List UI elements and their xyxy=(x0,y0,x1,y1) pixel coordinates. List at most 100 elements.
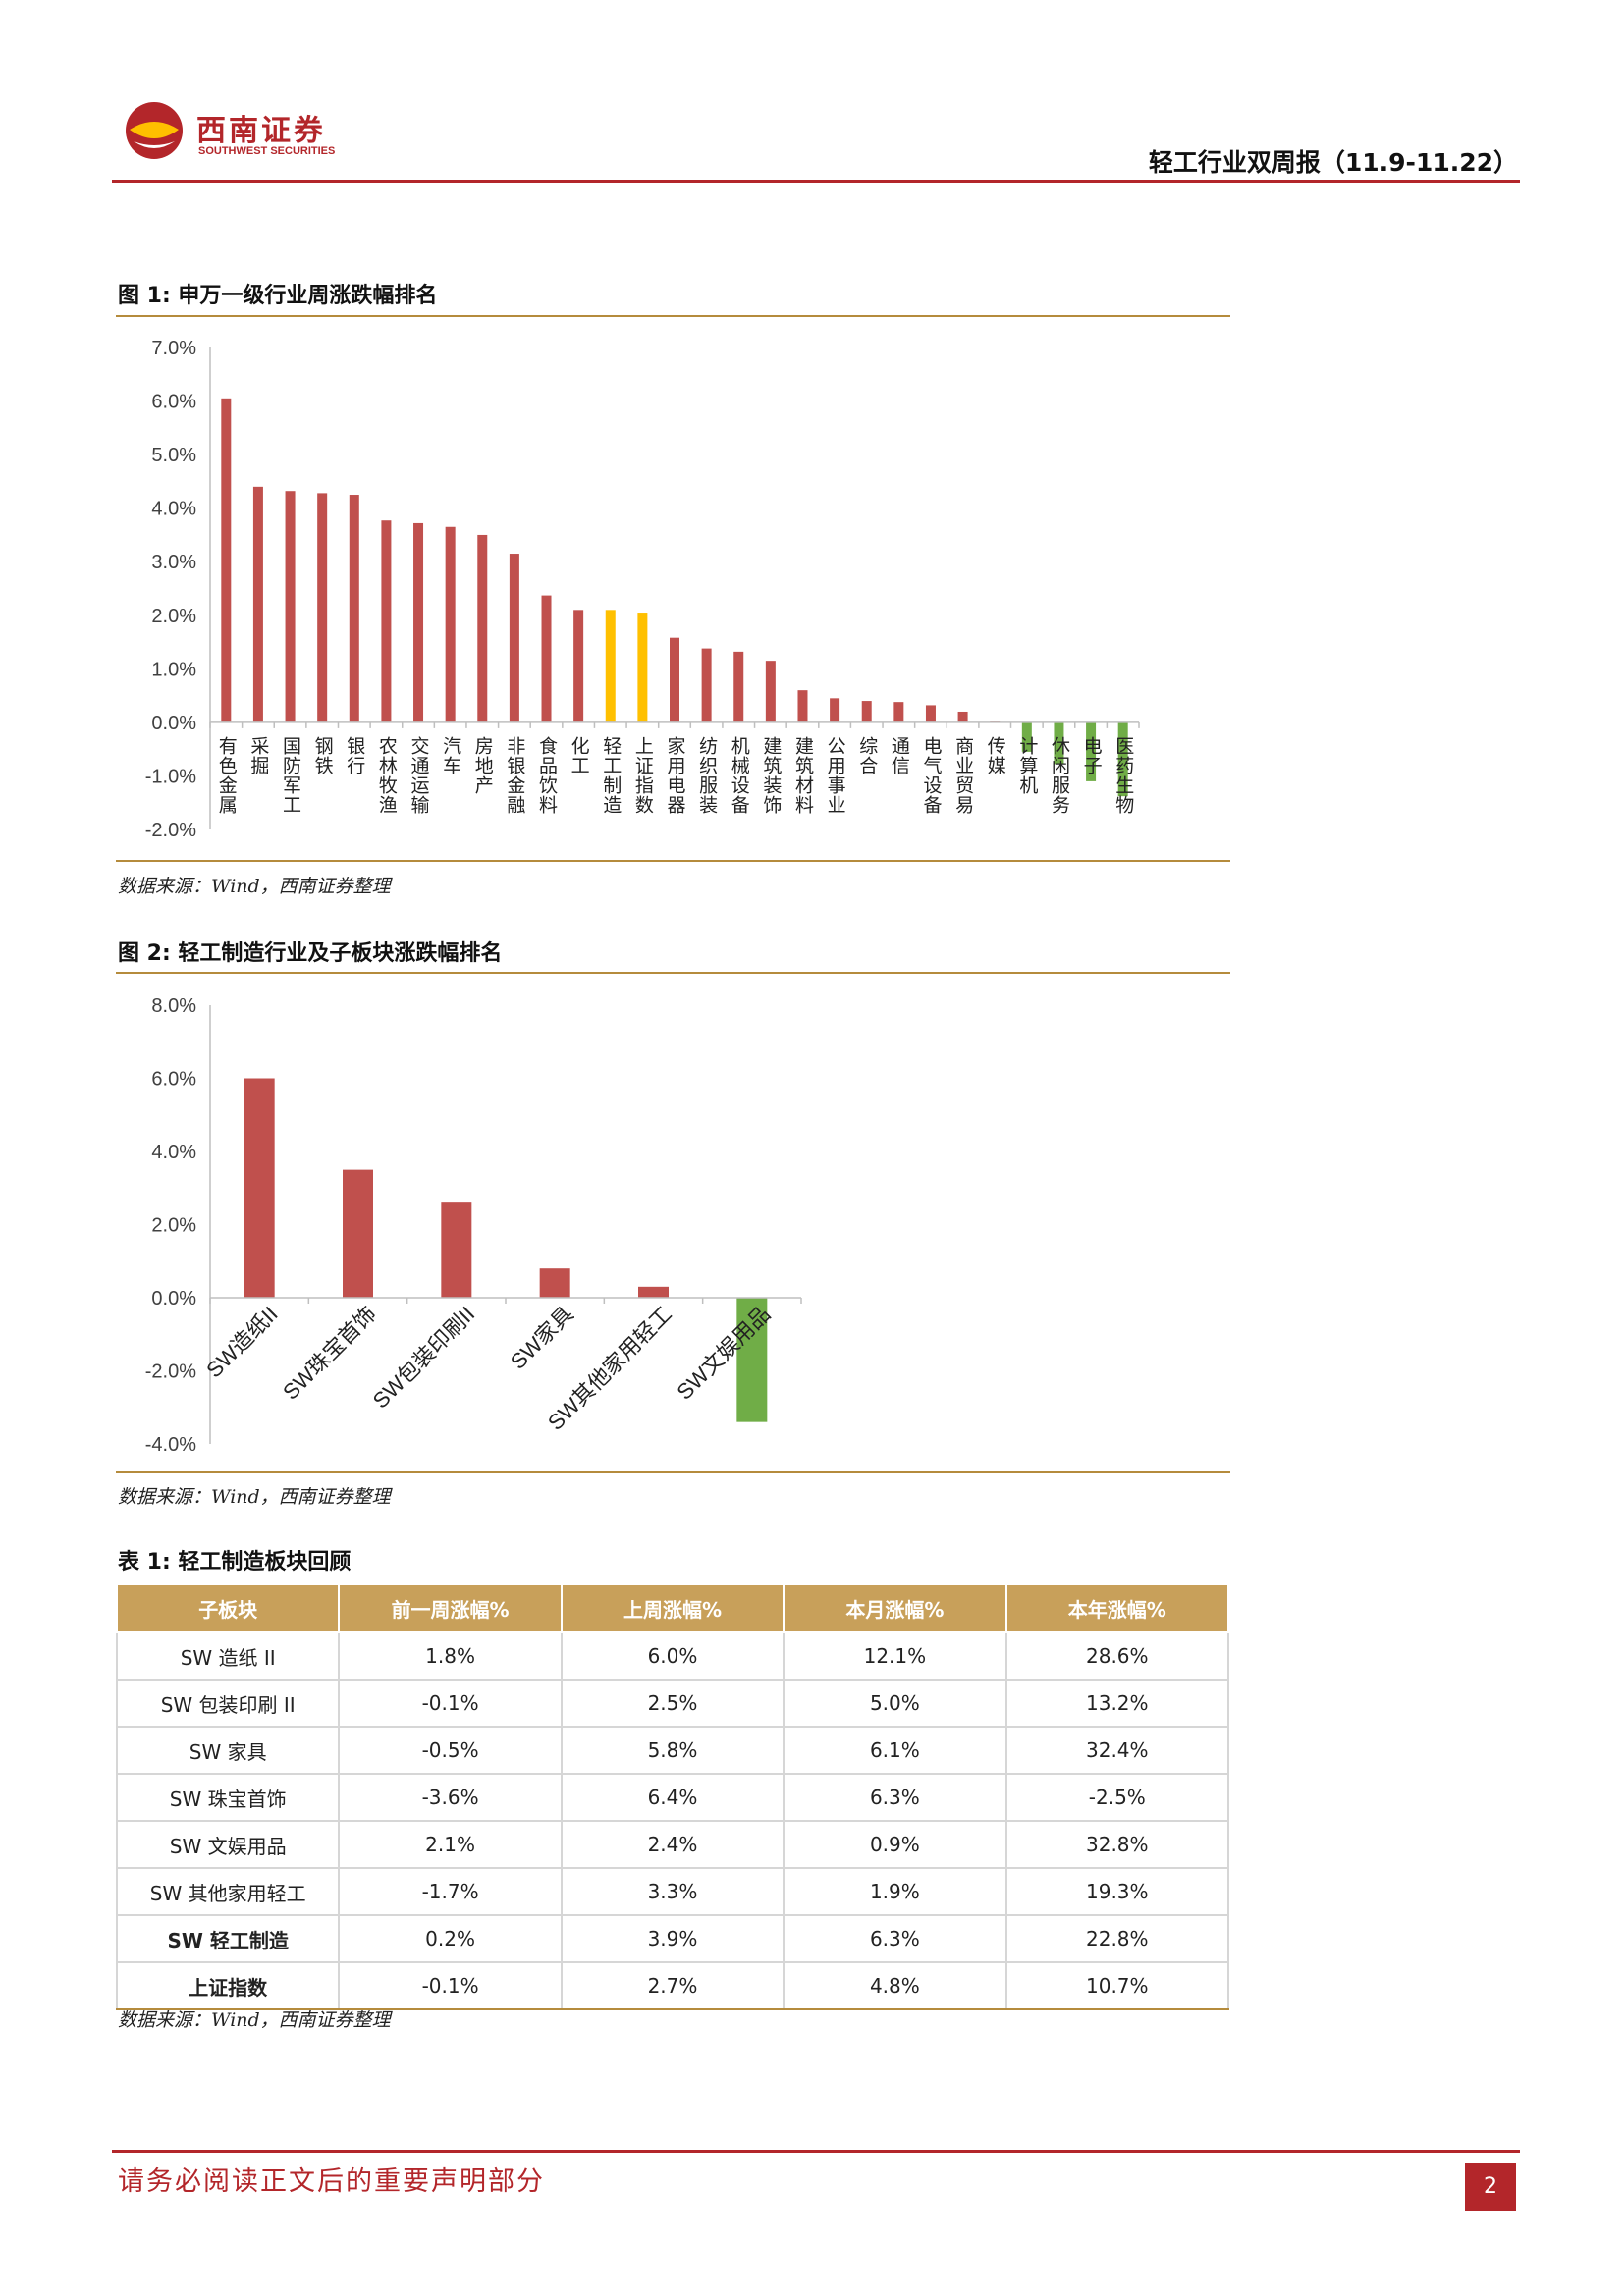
col-header-prev-week: 前一周涨幅% xyxy=(338,1583,563,1633)
category-label: 综合 xyxy=(856,736,878,775)
category-label: 交通运输 xyxy=(408,736,430,815)
row-label-cell: SW 造纸 II xyxy=(115,1631,341,1681)
bar-轻工制造 xyxy=(605,610,616,722)
y-tick-label: 3.0% xyxy=(151,552,196,573)
bar-机械设备 xyxy=(733,651,744,722)
value-cell: -0.1% xyxy=(338,1961,563,2010)
category-label: 电气设备 xyxy=(920,736,942,815)
row-label-cell: SW 包装印刷 II xyxy=(115,1679,341,1728)
value-cell: 2.4% xyxy=(560,1820,785,1869)
figure1-bottom-rule xyxy=(116,860,1230,862)
value-cell: -0.5% xyxy=(338,1726,563,1775)
value-cell: 6.3% xyxy=(783,1914,1007,1963)
category-label: 建筑装饰 xyxy=(760,736,782,815)
subsector-review-table: 子板块 前一周涨幅% 上周涨幅% 本月涨幅% 本年涨幅% SW 造纸 II 1.8… xyxy=(115,1583,1230,2010)
y-tick-label: -2.0% xyxy=(145,820,196,841)
category-label: 纺织服装 xyxy=(696,736,718,815)
table1-title: 表 1: 轻工制造板块回顾 xyxy=(118,1550,352,1575)
category-label: 上证指数 xyxy=(632,736,654,815)
bar-家用电器 xyxy=(670,637,679,722)
category-label: 商业贸易 xyxy=(952,736,974,815)
table-row: SW 包装印刷 II -0.1% 2.5% 5.0% 13.2% xyxy=(115,1679,1230,1728)
bar-采掘 xyxy=(252,486,263,722)
value-cell: 4.8% xyxy=(783,1961,1007,2010)
category-label: 建筑材料 xyxy=(792,736,814,815)
y-tick-label: 4.0% xyxy=(151,1142,196,1163)
figure2-title: 图 2: 轻工制造行业及子板块涨跌幅排名 xyxy=(118,941,503,966)
col-header-last-week: 上周涨幅% xyxy=(560,1583,785,1633)
category-label: 休闲服务 xyxy=(1049,736,1070,815)
y-tick-label: 2.0% xyxy=(151,1215,196,1237)
bar-银行 xyxy=(349,495,359,722)
bar-纺织服装 xyxy=(701,648,712,722)
brand-name-cn: 西南证券 xyxy=(196,114,326,148)
figure2-top-rule xyxy=(116,972,1230,974)
figure1-source: 数据来源：Wind，西南证券整理 xyxy=(118,876,391,897)
category-label: 农林牧渔 xyxy=(376,736,398,815)
value-cell: 28.6% xyxy=(1004,1631,1230,1681)
category-label: 通信 xyxy=(889,736,910,775)
value-cell: 0.9% xyxy=(783,1820,1007,1869)
row-label-cell: SW 家具 xyxy=(115,1726,341,1775)
category-label: SW家具 xyxy=(506,1302,578,1374)
value-cell: 3.3% xyxy=(560,1867,785,1916)
col-header-subsector: 子板块 xyxy=(115,1583,341,1633)
bar-汽车 xyxy=(445,526,456,722)
value-cell: -0.1% xyxy=(338,1679,563,1728)
chart2-light-industry-subsectors: 8.0% 6.0% 4.0% 2.0% 0.0% -2.0% -4.0% SW造纸IISW珠宝… xyxy=(145,995,802,1456)
bar-房地产 xyxy=(477,534,488,722)
bar-SW家具 xyxy=(539,1268,570,1298)
bar-综合 xyxy=(861,701,872,722)
category-label: 国防军工 xyxy=(280,736,301,815)
value-cell: 32.4% xyxy=(1004,1726,1230,1775)
value-cell: 1.8% xyxy=(338,1631,563,1681)
bar-上证指数 xyxy=(637,613,648,722)
bar-商业贸易 xyxy=(957,711,968,722)
figure1-top-rule xyxy=(116,315,1230,317)
category-label: 食品饮料 xyxy=(536,736,558,815)
category-label: 房地产 xyxy=(472,736,494,795)
row-label-cell: SW 珠宝首饰 xyxy=(115,1773,341,1822)
figure2-bottom-rule xyxy=(116,1471,1230,1473)
bar-农林牧渔 xyxy=(381,520,392,722)
footer-disclaimer: 请务必阅读正文后的重要声明部分 xyxy=(118,2166,545,2197)
bar-钢铁 xyxy=(317,493,328,722)
category-label: 钢铁 xyxy=(312,736,334,775)
y-tick-label: -1.0% xyxy=(145,766,196,787)
category-label: 化工 xyxy=(568,736,590,775)
category-label: 轻工制造 xyxy=(600,736,622,815)
y-tick-label: 2.0% xyxy=(151,606,196,627)
brand-name-en: SOUTHWEST SECURITIES xyxy=(198,145,336,157)
value-cell: 22.8% xyxy=(1004,1914,1230,1963)
bar-非银金融 xyxy=(509,554,519,722)
y-tick-label: 7.0% xyxy=(151,338,196,359)
category-label: 银行 xyxy=(344,736,365,775)
value-cell: -2.5% xyxy=(1004,1773,1230,1822)
bar-SW文娱用品 xyxy=(736,1298,768,1422)
bar-SW珠宝首饰 xyxy=(343,1169,373,1298)
row-label-cell: SW 轻工制造 xyxy=(115,1914,341,1963)
bar-通信 xyxy=(893,702,904,722)
report-title: 轻工行业双周报（11.9-11.22） xyxy=(1148,148,1518,177)
chart1-industry-weekly-change: 7.0% 6.0% 5.0% 4.0% 3.0% 2.0% 1.0% 0.0% -1.0% -2.… xyxy=(145,338,1140,841)
category-label: 公用事业 xyxy=(825,736,846,815)
y-tick-label: 6.0% xyxy=(151,1069,196,1091)
value-cell: 5.8% xyxy=(560,1726,785,1775)
category-label: 电子 xyxy=(1081,736,1103,775)
value-cell: 1.9% xyxy=(783,1867,1007,1916)
table-header-row: 子板块 前一周涨幅% 上周涨幅% 本月涨幅% 本年涨幅% xyxy=(115,1583,1230,1633)
y-tick-label: -2.0% xyxy=(145,1362,196,1383)
value-cell: 2.1% xyxy=(338,1820,563,1869)
bar-化工 xyxy=(573,610,584,722)
table-row: 上证指数 -0.1% 2.7% 4.8% 10.7% xyxy=(115,1961,1230,2010)
value-cell: 32.8% xyxy=(1004,1820,1230,1869)
row-label-cell: SW 其他家用轻工 xyxy=(115,1867,341,1916)
footer-divider xyxy=(112,2150,1520,2153)
bar-有色金属 xyxy=(221,398,232,722)
value-cell: 3.9% xyxy=(560,1914,785,1963)
value-cell: 2.5% xyxy=(560,1679,785,1728)
bar-医药生物 xyxy=(1117,721,1128,797)
bar-休闲服务 xyxy=(1054,721,1064,765)
y-tick-label: 0.0% xyxy=(151,1288,196,1309)
bar-电子 xyxy=(1086,721,1097,781)
